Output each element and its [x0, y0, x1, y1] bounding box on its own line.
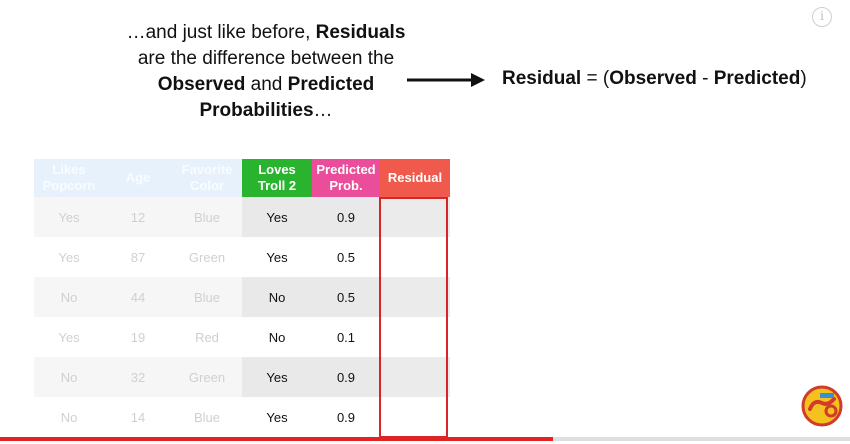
data-table: Likes Popcorn Age Favorite Color Loves Trol… [34, 159, 450, 437]
cell-predicted-prob: 0.9 [312, 357, 380, 397]
caption-text: …and just like before, Residuals are the… [96, 20, 436, 124]
cell-loves-troll2: Yes [242, 397, 312, 437]
cell-predicted-prob: 0.9 [312, 197, 380, 237]
caption-line-1: …and just like before, Residuals [96, 20, 436, 46]
cell-likes-popcorn: No [34, 277, 104, 317]
cell-residual [380, 197, 450, 237]
table-row: No 44 Blue No 0.5 [34, 277, 450, 317]
caption-and: and [245, 74, 288, 95]
header-favorite-color-line1: Favorite [181, 162, 233, 177]
formula-minus: - [696, 68, 714, 89]
table-row: Yes 87 Green Yes 0.5 [34, 237, 450, 277]
formula-close-paren: ) [800, 68, 807, 89]
cell-favorite-color: Green [172, 237, 242, 277]
video-progress-bar[interactable] [0, 437, 850, 441]
info-icon[interactable]: i [812, 7, 832, 27]
table-row: Yes 19 Red No 0.1 [34, 317, 450, 357]
caption-predicted-bold: Predicted [287, 74, 375, 95]
channel-logo-icon[interactable] [801, 385, 843, 427]
caption-line-1-text: …and just like before, [126, 22, 316, 43]
cell-favorite-color: Red [172, 317, 242, 357]
cell-favorite-color: Blue [172, 397, 242, 437]
caption-observed-bold: Observed [157, 74, 246, 95]
cell-likes-popcorn: Yes [34, 317, 104, 357]
header-loves-troll2-line1: Loves [258, 162, 296, 177]
caption-line-4: Probabilities… [96, 98, 436, 124]
cell-loves-troll2: No [242, 317, 312, 357]
cell-loves-troll2: Yes [242, 357, 312, 397]
table-row: No 32 Green Yes 0.9 [34, 357, 450, 397]
cell-predicted-prob: 0.9 [312, 397, 380, 437]
cell-loves-troll2: No [242, 277, 312, 317]
header-predicted-prob-line2: Prob. [329, 178, 363, 193]
cell-predicted-prob: 0.1 [312, 317, 380, 357]
cell-age: 32 [104, 357, 172, 397]
header-predicted-prob: Predicted Prob. [312, 159, 380, 197]
table-header-row: Likes Popcorn Age Favorite Color Loves Trol… [34, 159, 450, 197]
cell-favorite-color: Green [172, 357, 242, 397]
cell-predicted-prob: 0.5 [312, 237, 380, 277]
formula-observed: Observed [609, 68, 697, 89]
formula-residual: Residual [502, 68, 582, 89]
header-favorite-color: Favorite Color [172, 159, 242, 197]
cell-residual [380, 277, 450, 317]
caption-probabilities-bold: Probabilities [199, 100, 314, 121]
cell-likes-popcorn: Yes [34, 197, 104, 237]
cell-age: 12 [104, 197, 172, 237]
table-row: No 14 Blue Yes 0.9 [34, 397, 450, 437]
cell-residual [380, 317, 450, 357]
cell-residual [380, 237, 450, 277]
cell-predicted-prob: 0.5 [312, 277, 380, 317]
cell-favorite-color: Blue [172, 197, 242, 237]
caption-line-3: Observed and Predicted [96, 72, 436, 98]
cell-age: 44 [104, 277, 172, 317]
caption-line-2: are the difference between the [137, 48, 395, 69]
caption-ellipsis: … [313, 100, 333, 121]
header-likes-popcorn-line2: Popcorn [42, 178, 96, 193]
header-residual: Residual [380, 159, 450, 197]
cell-likes-popcorn: No [34, 357, 104, 397]
cell-likes-popcorn: Yes [34, 237, 104, 277]
table-row: Yes 12 Blue Yes 0.9 [34, 197, 450, 237]
formula-equals: = ( [581, 68, 610, 89]
cell-loves-troll2: Yes [242, 197, 312, 237]
header-likes-popcorn-line1: Likes [52, 162, 86, 177]
header-loves-troll2: Loves Troll 2 [242, 159, 312, 197]
cell-residual [380, 357, 450, 397]
header-loves-troll2-line2: Troll 2 [257, 178, 297, 193]
cell-residual [380, 397, 450, 437]
cell-loves-troll2: Yes [242, 237, 312, 277]
formula-predicted: Predicted [713, 68, 801, 89]
cell-age: 19 [104, 317, 172, 357]
right-arrow-icon [407, 73, 485, 87]
cell-age: 87 [104, 237, 172, 277]
cell-likes-popcorn: No [34, 397, 104, 437]
caption-residuals-bold: Residuals [315, 22, 406, 43]
cell-age: 14 [104, 397, 172, 437]
header-likes-popcorn: Likes Popcorn [34, 159, 104, 197]
cell-favorite-color: Blue [172, 277, 242, 317]
progress-played [0, 437, 553, 441]
header-favorite-color-line2: Color [190, 178, 224, 193]
header-age: Age [104, 159, 172, 197]
header-predicted-prob-line1: Predicted [316, 162, 376, 177]
residual-formula: Residual = (Observed - Predicted) [502, 68, 807, 90]
